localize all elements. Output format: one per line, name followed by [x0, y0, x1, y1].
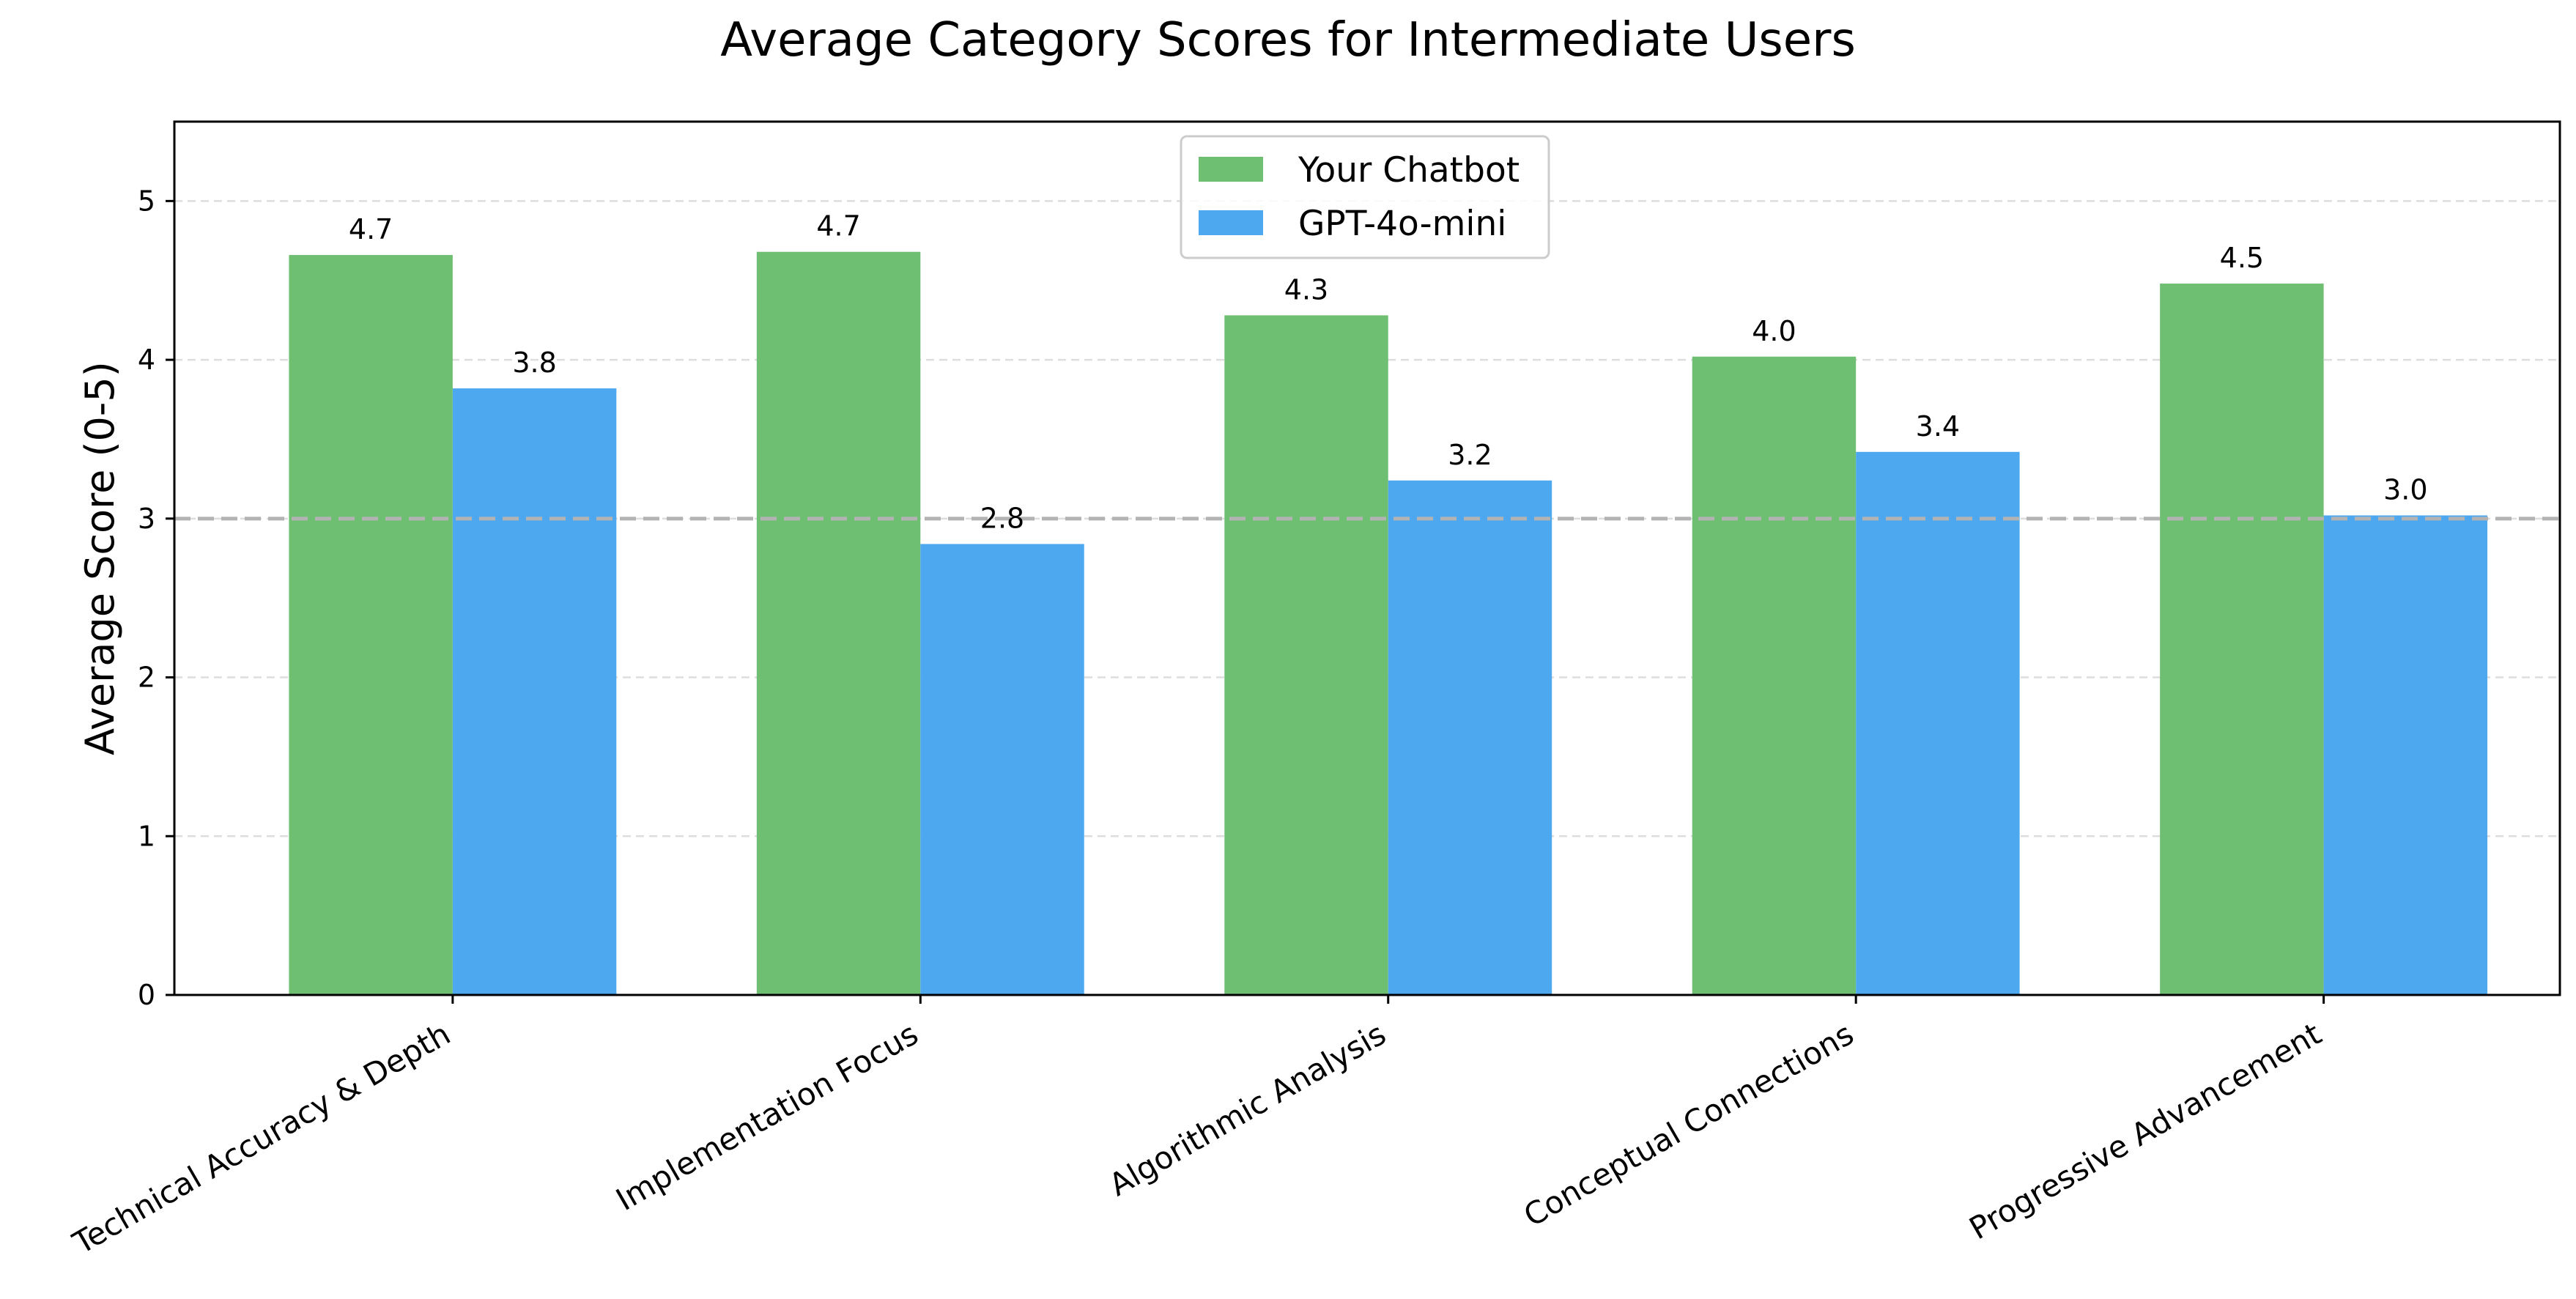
bar-your-chatbot — [1224, 315, 1388, 995]
data-label: 4.3 — [1284, 273, 1328, 306]
data-label: 3.0 — [2383, 473, 2427, 506]
plot-frame — [173, 120, 2561, 996]
data-label: 4.7 — [349, 213, 393, 245]
y-tick-label: 4 — [138, 344, 155, 376]
bar-gpt-4o-mini — [1856, 451, 2020, 995]
bar-your-chatbot — [2160, 284, 2324, 995]
y-tick-label: 1 — [138, 820, 155, 852]
data-label: 4.5 — [2220, 242, 2264, 274]
data-label: 2.8 — [980, 502, 1024, 534]
bar-gpt-4o-mini — [2323, 515, 2488, 995]
bar-gpt-4o-mini — [920, 544, 1084, 995]
legend-box — [1180, 135, 1550, 259]
bars — [289, 251, 2488, 996]
data-label: 3.8 — [512, 347, 556, 379]
bar-your-chatbot — [1692, 356, 1857, 996]
bar-gpt-4o-mini — [1388, 480, 1552, 995]
x-tick-label: Progressive Advancement — [1964, 1015, 2328, 1246]
data-label: 4.7 — [816, 210, 860, 243]
legend-swatch-your-chatbot — [1199, 157, 1263, 182]
y-axis-label: Average Score (0-5) — [77, 361, 123, 755]
legend-swatch-gpt-4o-mini — [1199, 210, 1263, 235]
x-tick-label: Conceptual Connections — [1517, 1015, 1859, 1234]
data-label: 4.0 — [1752, 315, 1796, 347]
y-tick-label: 3 — [138, 503, 155, 535]
y-tick-label: 2 — [138, 662, 155, 694]
data-label: 3.2 — [1448, 439, 1492, 471]
chart-title: Average Category Scores for Intermediate… — [720, 13, 1856, 67]
data-label: 3.4 — [1916, 410, 1960, 443]
data-labels: 4.7 3.8 4.7 2.8 4.3 3.2 4.0 3.4 4.5 3.0 — [349, 210, 2428, 535]
x-tick-label: Technical Accuracy & Depth — [67, 1015, 456, 1262]
y-tick-label: 5 — [138, 185, 155, 217]
x-tick-label: Implementation Focus — [610, 1015, 925, 1218]
legend: Your Chatbot GPT-4o-mini — [1180, 135, 1550, 259]
legend-label: GPT-4o-mini — [1298, 204, 1506, 244]
bar-gpt-4o-mini — [452, 388, 617, 995]
legend-label: Your Chatbot — [1298, 150, 1520, 190]
y-tick-label: 0 — [138, 979, 155, 1011]
x-tick-label: Algorithmic Analysis — [1103, 1015, 1392, 1203]
bar-your-chatbot — [756, 251, 921, 995]
bar-your-chatbot — [289, 255, 453, 995]
